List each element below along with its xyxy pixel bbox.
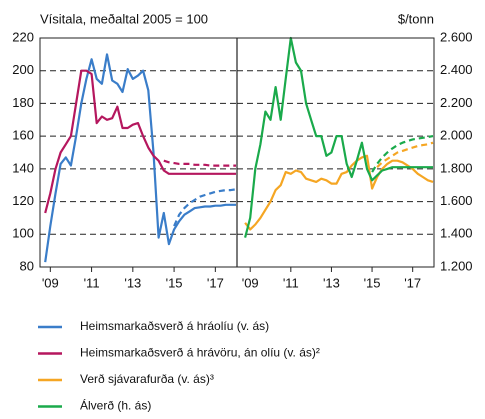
alt-series-line (376, 141, 434, 168)
axis-title: $/tonn (398, 11, 434, 26)
y-tick-label: 2.000 (440, 128, 473, 143)
y-tick-label: 2.600 (440, 29, 473, 44)
y-tick-label: 1.800 (440, 160, 473, 175)
y-tick-label: 120 (12, 193, 34, 208)
legend-label: Heimsmarkaðsverð á hrávöru, án olíu (v. … (80, 346, 320, 360)
series-line (44, 53, 236, 263)
x-tick-label: '15 (166, 275, 183, 290)
y-tick-label: 180 (12, 95, 34, 110)
x-tick-label: '15 (364, 275, 381, 290)
alt-series-line (163, 159, 236, 167)
x-tick-label: '13 (323, 275, 340, 290)
y-tick-label: 2.200 (440, 95, 473, 110)
y-tick-label: 140 (12, 160, 34, 175)
axis-title: Vísitala, meðaltal 2005 = 100 (40, 11, 208, 26)
y-tick-label: 1.400 (440, 226, 473, 241)
alt-series-line (371, 135, 434, 173)
legend-label: Álverð (h. ás) (80, 398, 151, 413)
x-tick-label: '09 (242, 275, 259, 290)
x-tick-label: '17 (404, 275, 421, 290)
y-tick-label: 2.400 (440, 62, 473, 77)
y-tick-label: 1.200 (440, 258, 473, 273)
series-line (244, 154, 434, 231)
y-tick-label: 1.600 (440, 193, 473, 208)
series-line (244, 36, 433, 238)
y-tick-label: 100 (12, 226, 34, 241)
x-tick-label: '13 (124, 275, 141, 290)
y-tick-label: 200 (12, 62, 34, 77)
x-tick-label: '17 (207, 275, 224, 290)
legend-label: Heimsmarkaðsverð á hráolíu (v. ás) (80, 319, 269, 333)
legend-label: Verð sjávarafurða (v. ás)³ (80, 372, 214, 386)
alt-series-line (173, 188, 237, 227)
x-tick-label: '11 (283, 275, 299, 290)
y-tick-label: 160 (12, 128, 34, 143)
x-tick-label: '11 (84, 275, 100, 290)
series-line (44, 69, 236, 214)
y-tick-label: 220 (12, 29, 34, 44)
x-tick-label: '09 (42, 275, 59, 290)
y-tick-label: 80 (20, 258, 34, 273)
